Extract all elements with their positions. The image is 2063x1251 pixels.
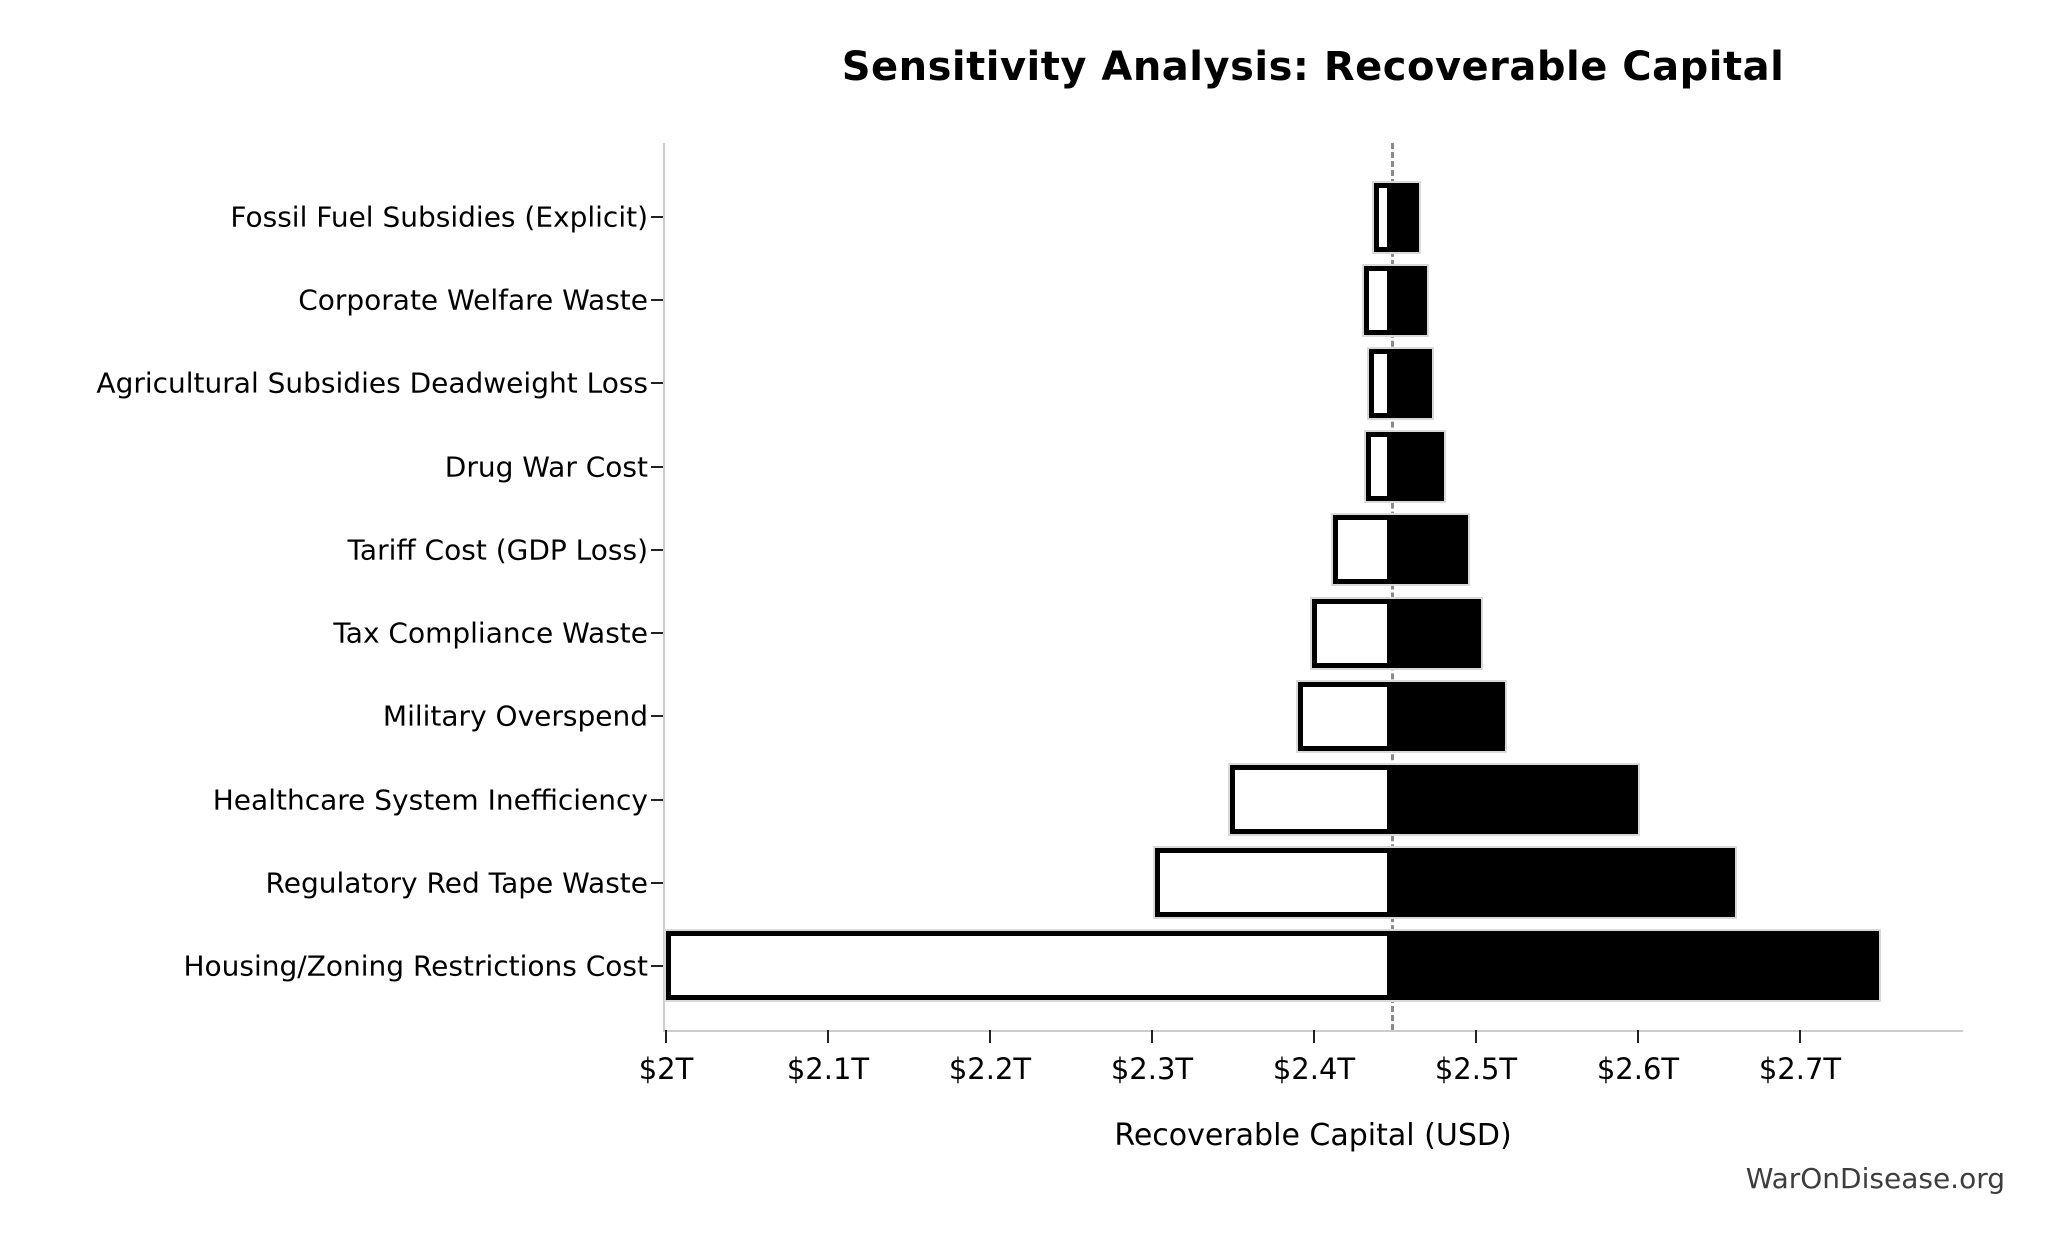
- tornado-bar-low-segment: [666, 931, 1392, 1001]
- tornado-bar-low-segment: [1369, 348, 1392, 418]
- x-tick: [1475, 1030, 1477, 1043]
- y-tick: [651, 465, 663, 468]
- tornado-bar-low-segment: [1365, 432, 1392, 502]
- x-tick-label: $2.7T: [1758, 1052, 1842, 1086]
- tornado-bar-low-segment: [1312, 598, 1392, 668]
- y-tick: [651, 216, 663, 218]
- category-label: Housing/Zoning Restrictions Cost: [183, 949, 648, 983]
- tornado-bar-low-segment: [1155, 848, 1392, 918]
- x-tick: [1637, 1030, 1639, 1043]
- category-label: Tariff Cost (GDP Loss): [347, 533, 648, 567]
- x-tick-label: $2.4T: [1272, 1052, 1356, 1086]
- tornado-bar: [1153, 846, 1738, 920]
- x-tick-label: $2.1T: [786, 1052, 870, 1086]
- category-label: Military Overspend: [382, 699, 648, 733]
- tornado-bar: [1295, 679, 1508, 753]
- tornado-bar-low-segment: [1373, 182, 1392, 252]
- x-tick-label: $2.5T: [1434, 1052, 1518, 1086]
- x-tick: [1313, 1030, 1315, 1043]
- tornado-bar-low-segment: [1229, 765, 1392, 835]
- tornado-bar: [1227, 763, 1640, 837]
- tornado-bar: [1331, 513, 1470, 587]
- y-tick: [651, 632, 663, 635]
- chart-title: Sensitivity Analysis: Recoverable Capita…: [841, 44, 1785, 90]
- tornado-bar-low-segment: [1333, 515, 1392, 585]
- category-label: Agricultural Subsidies Deadweight Loss: [96, 366, 648, 400]
- baseline-dashed-line: [1390, 143, 1394, 1030]
- category-label: Corporate Welfare Waste: [298, 283, 648, 317]
- tornado-bar: [1310, 596, 1483, 670]
- y-tick: [651, 964, 663, 967]
- watermark-text: WarOnDisease.org: [1745, 1162, 2005, 1195]
- y-tick: [651, 881, 663, 884]
- category-label: Regulatory Red Tape Waste: [265, 866, 648, 900]
- x-tick-label: $2.2T: [948, 1052, 1032, 1086]
- x-tick: [1799, 1030, 1801, 1043]
- tornado-bar: [663, 929, 1882, 1003]
- x-tick: [989, 1030, 991, 1043]
- y-tick: [651, 715, 663, 718]
- tornado-bar: [1371, 180, 1422, 254]
- tornado-bar-low-segment: [1297, 681, 1392, 751]
- tornado-bar: [1363, 430, 1446, 504]
- x-axis-label: Recoverable Capital (USD): [1114, 1118, 1512, 1153]
- tornado-bar: [1362, 263, 1430, 337]
- y-axis-spine: [663, 143, 665, 1030]
- x-tick-label: $2T: [638, 1052, 694, 1086]
- x-tick-label: $2.3T: [1110, 1052, 1194, 1086]
- category-label: Fossil Fuel Subsidies (Explicit): [230, 200, 648, 234]
- x-tick: [1151, 1030, 1153, 1043]
- tornado-bar: [1367, 346, 1435, 420]
- x-tick-label: $2.6T: [1596, 1052, 1680, 1086]
- y-tick: [651, 299, 663, 302]
- y-tick: [651, 548, 663, 551]
- y-tick: [651, 382, 663, 385]
- tornado-bar-low-segment: [1364, 265, 1392, 335]
- category-label: Drug War Cost: [444, 450, 648, 484]
- x-tick: [827, 1030, 829, 1043]
- x-tick: [665, 1030, 667, 1043]
- category-label: Tax Compliance Waste: [333, 616, 648, 650]
- category-label: Healthcare System Inefficiency: [212, 783, 648, 817]
- y-tick: [651, 798, 663, 801]
